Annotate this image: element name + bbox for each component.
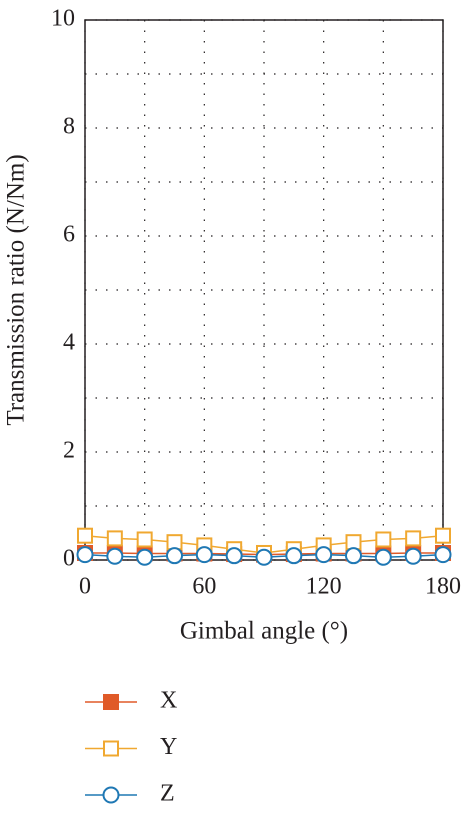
y-tick-label: 0 — [63, 546, 75, 572]
data-point — [136, 531, 153, 548]
y-tick-label: 10 — [51, 6, 75, 32]
legend-marker — [103, 694, 119, 710]
data-point — [166, 547, 183, 565]
data-point — [195, 546, 213, 564]
y-tick-label: 8 — [63, 114, 75, 140]
data-point — [345, 534, 362, 551]
data-point — [225, 547, 243, 565]
legend-label: Z — [160, 781, 175, 807]
y-tick-label: 4 — [63, 330, 75, 356]
data-point — [345, 547, 362, 565]
data-point — [374, 548, 392, 566]
data-point — [404, 547, 422, 565]
data-point — [405, 530, 422, 547]
y-axis-label: Transmission ratio (N/Nm) — [3, 154, 30, 425]
legend-marker — [103, 740, 119, 757]
data-point — [315, 546, 333, 564]
x-tick-label: 60 — [192, 574, 216, 600]
x-tick-label: 180 — [425, 574, 461, 600]
data-point — [434, 546, 452, 564]
x-tick-label: 120 — [306, 574, 342, 600]
data-point — [77, 527, 93, 544]
data-point — [136, 548, 154, 566]
data-point — [106, 547, 124, 565]
y-tick-label: 6 — [63, 222, 75, 248]
data-point — [76, 546, 94, 564]
data-point — [435, 527, 451, 544]
data-point — [106, 530, 123, 547]
data-point — [375, 531, 392, 548]
data-point — [166, 534, 183, 551]
x-tick-label: 0 — [79, 574, 91, 600]
data-point — [285, 547, 303, 565]
y-tick-label: 2 — [63, 438, 75, 464]
x-axis-label: Gimbal angle (°) — [180, 618, 348, 645]
legend-marker — [102, 786, 120, 804]
legend-label: X — [160, 688, 177, 714]
legend-label: Y — [160, 734, 177, 760]
data-point — [255, 548, 273, 566]
